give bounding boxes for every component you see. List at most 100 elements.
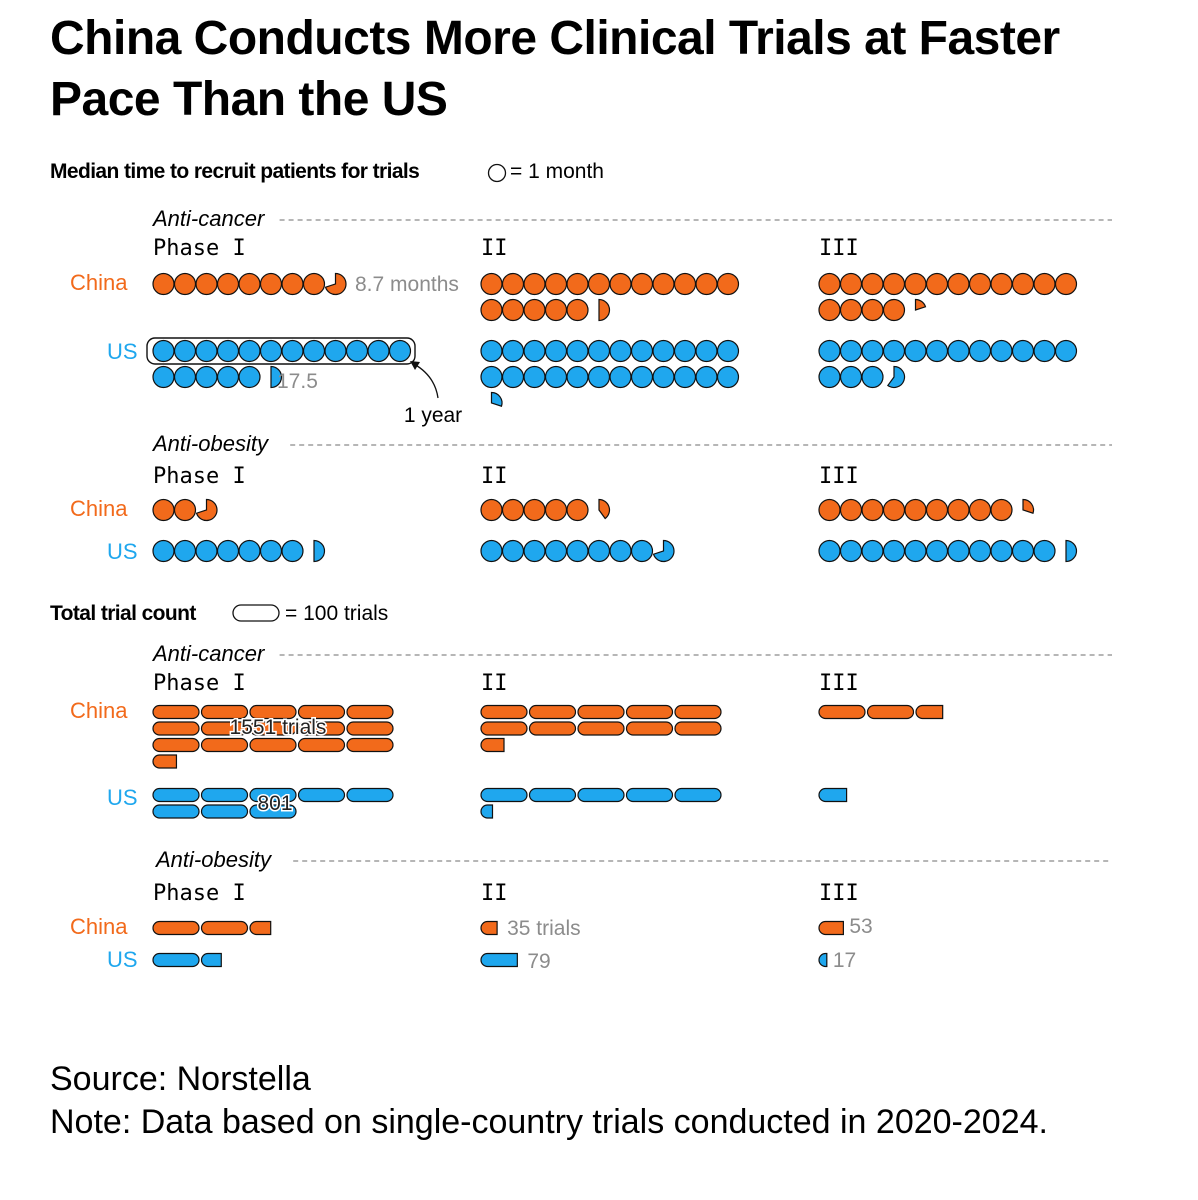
recruit-china-month-icon bbox=[523, 272, 546, 296]
recruit-us-month-icon bbox=[195, 539, 218, 563]
recruit-us-month-icon bbox=[152, 539, 175, 563]
trials-china-hundred-icon bbox=[297, 721, 346, 736]
recruit-us-month-icon bbox=[501, 539, 525, 563]
recruit-us-month-partial-icon bbox=[886, 365, 906, 389]
recruit-china-month-icon bbox=[480, 498, 503, 522]
trials-phase-label: III bbox=[819, 881, 859, 906]
recruit-us-month-icon bbox=[716, 365, 740, 389]
recruit-us-month-icon bbox=[173, 539, 197, 563]
trials-china-hundred-icon bbox=[625, 721, 674, 736]
trials-phase-label: III bbox=[819, 671, 859, 696]
trials-phase-label: Phase I bbox=[153, 881, 246, 906]
chart-canvas: Median time to recruit patients for tria… bbox=[50, 160, 1112, 973]
country-label-us: US bbox=[107, 539, 138, 564]
recruit-us-month-icon bbox=[968, 339, 992, 363]
recruit-china-month-icon bbox=[925, 498, 949, 522]
recruit-us-month-icon bbox=[216, 339, 240, 363]
recruit-us-month-icon bbox=[861, 365, 884, 389]
recruit-china-month-icon bbox=[947, 272, 970, 296]
note-text: Note: Data based on single-country trial… bbox=[50, 1103, 1048, 1141]
recruit-us-month-icon bbox=[925, 539, 949, 563]
trials-us-hundred-icon bbox=[152, 787, 200, 803]
recruit-us-month-icon bbox=[152, 339, 175, 363]
recruit-china-month-icon bbox=[630, 272, 654, 296]
recruit-us-month-icon bbox=[566, 365, 589, 389]
recruit-china-month-icon bbox=[152, 498, 175, 522]
recruit-china-month-partial-icon bbox=[1022, 498, 1035, 514]
recruit-china-month-icon bbox=[173, 272, 197, 296]
recruit-us-month-icon bbox=[652, 339, 675, 363]
legend-circle-label: = 1 month bbox=[510, 160, 604, 183]
recruit-us-month-icon bbox=[839, 365, 863, 389]
recruit-us-month-icon bbox=[587, 365, 611, 389]
recruit-china-month-icon bbox=[861, 498, 884, 522]
recruit-us-month-icon bbox=[480, 339, 503, 363]
trials-china-hundred-icon bbox=[346, 721, 394, 736]
trials-us-hundred-icon bbox=[297, 787, 346, 803]
recruit-us-month-icon bbox=[501, 365, 525, 389]
recruit-us-month-icon bbox=[544, 339, 568, 363]
recruit-us-month-icon bbox=[173, 365, 197, 389]
trials-group-label-1: Anti-obesity bbox=[154, 847, 273, 872]
recruit-us-month-icon bbox=[990, 339, 1013, 363]
recruit-us-month-icon bbox=[281, 339, 304, 363]
trials-group-label-0: Anti-cancer bbox=[151, 641, 266, 666]
trials-china-hundred-icon bbox=[577, 721, 625, 736]
trials-country-label-china: China bbox=[70, 698, 128, 723]
recruit-us-month-icon bbox=[609, 365, 632, 389]
one-year-arrow-line bbox=[413, 363, 439, 399]
trials-china-hundred-icon bbox=[480, 704, 528, 720]
trials-china-hundred-icon bbox=[200, 737, 249, 753]
trials-country-label-us: US bbox=[107, 785, 138, 810]
legend-pill-label: = 100 trials bbox=[285, 602, 388, 625]
recruit-china-month-partial-icon bbox=[324, 272, 347, 296]
recruit-us-month-icon bbox=[630, 365, 654, 389]
trials-us-hundred-partial-icon bbox=[818, 787, 848, 803]
recruit-china-month-icon bbox=[947, 498, 970, 522]
recruit-us-month-icon bbox=[324, 339, 347, 363]
china-trials-annotation: 1551 trials bbox=[230, 716, 327, 739]
one-year-arrow-head bbox=[410, 361, 420, 370]
recruit-us-month-icon bbox=[1011, 539, 1035, 563]
legend-pill-icon bbox=[232, 604, 280, 622]
recruit-us-month-partial-icon bbox=[490, 391, 503, 407]
recruit-china-month-icon bbox=[501, 498, 525, 522]
recruit-us-month-icon bbox=[695, 365, 718, 389]
recruit-china-month-icon bbox=[818, 298, 841, 322]
recruit-us-month-partial-icon bbox=[313, 539, 326, 563]
trials-us-hundred-icon bbox=[249, 787, 297, 803]
recruit-us-month-icon bbox=[882, 539, 906, 563]
recruit-us-month-icon bbox=[238, 365, 261, 389]
recruit-us-month-icon bbox=[152, 365, 175, 389]
trials-china-hundred-partial-icon bbox=[915, 704, 944, 720]
trials-us-hundred-partial-icon bbox=[818, 952, 828, 968]
recruit-china-month-icon bbox=[501, 298, 525, 322]
recruit-us-month-icon bbox=[818, 365, 841, 389]
recruit-china-month-icon bbox=[882, 498, 906, 522]
recruit-china-month-icon bbox=[904, 272, 927, 296]
us-recruit-annotation: 17.5 bbox=[277, 370, 318, 393]
phase-label: II bbox=[481, 236, 508, 261]
trials-china-hundred-icon bbox=[346, 737, 394, 753]
recruit-us-month-icon bbox=[861, 539, 884, 563]
us-obesity-phase2-value: 79 bbox=[527, 950, 550, 973]
group-label-0: Anti-cancer bbox=[151, 206, 266, 231]
recruit-china-month-icon bbox=[566, 272, 589, 296]
recruit-us-month-icon bbox=[216, 365, 240, 389]
recruit-china-month-icon bbox=[302, 272, 326, 296]
trials-china-hundred-icon bbox=[152, 737, 200, 753]
recruit-us-month-icon bbox=[281, 539, 304, 563]
recruit-us-month-icon bbox=[609, 339, 632, 363]
recruit-us-month-icon bbox=[925, 339, 949, 363]
recruit-us-month-icon bbox=[1054, 339, 1078, 363]
recruit-china-month-icon bbox=[968, 272, 992, 296]
recruit-china-month-icon bbox=[652, 272, 675, 296]
recruit-us-month-icon bbox=[173, 339, 197, 363]
trials-china-hundred-icon bbox=[249, 721, 297, 736]
trials-china-hundred-icon bbox=[200, 704, 249, 720]
recruit-us-month-icon bbox=[238, 339, 261, 363]
trials-us-hundred-icon bbox=[346, 787, 394, 803]
section-recruit-title: Median time to recruit patients for tria… bbox=[50, 160, 419, 183]
recruit-china-month-icon bbox=[904, 498, 927, 522]
trials-china-hundred-icon bbox=[297, 704, 346, 720]
